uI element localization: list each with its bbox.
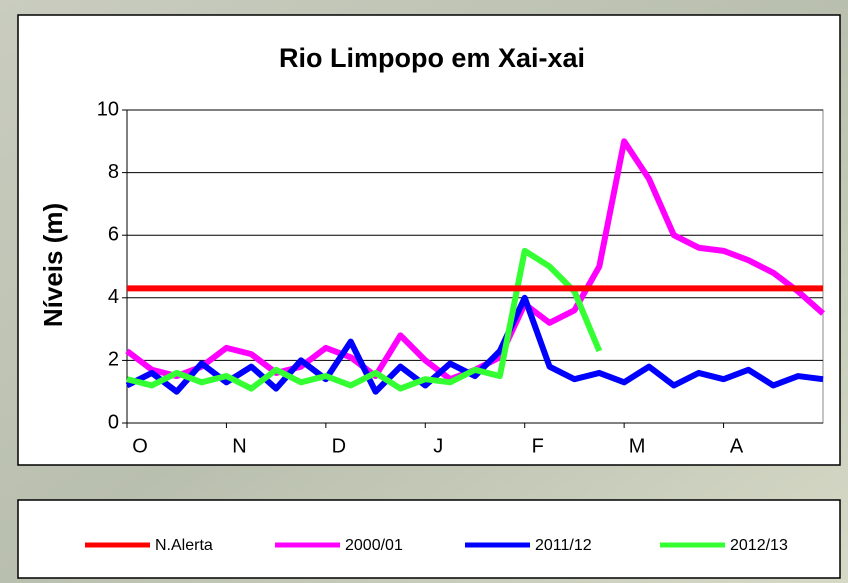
legend-label: N.Alerta xyxy=(155,537,213,554)
series-line xyxy=(126,247,603,392)
y-tick-label: 2 xyxy=(108,349,119,371)
x-tick-label: M xyxy=(629,435,646,457)
legend-box xyxy=(17,499,841,579)
y-tick-label: 8 xyxy=(108,161,119,183)
x-tick-label: F xyxy=(532,435,544,457)
legend-label: 2000/01 xyxy=(345,537,403,554)
y-axis-label: Níveis (m) xyxy=(38,203,68,327)
y-tick-label: 0 xyxy=(108,411,119,433)
y-tick-label: 6 xyxy=(108,223,119,245)
legend-label: 2011/12 xyxy=(535,537,592,554)
x-tick-label: J xyxy=(433,435,443,457)
y-tick-label: 10 xyxy=(97,98,119,120)
series-line xyxy=(125,294,824,395)
x-tick-label: D xyxy=(332,435,346,457)
legend-label: 2012/13 xyxy=(730,537,788,554)
y-tick-label: 4 xyxy=(108,286,119,308)
x-tick-label: N xyxy=(232,435,246,457)
x-tick-label: A xyxy=(730,435,744,457)
chart-title: Rio Limpopo em Xai-xai xyxy=(279,43,585,73)
x-tick-label: O xyxy=(132,435,148,457)
